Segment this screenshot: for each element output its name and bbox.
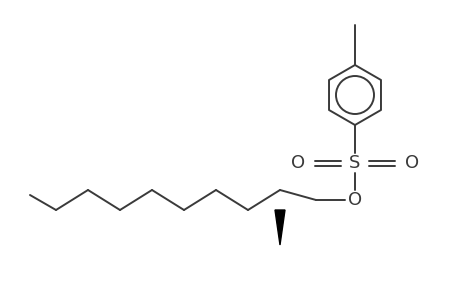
Text: O: O bbox=[347, 191, 361, 209]
Polygon shape bbox=[274, 210, 285, 245]
Text: S: S bbox=[348, 154, 360, 172]
Text: O: O bbox=[290, 154, 304, 172]
Text: O: O bbox=[404, 154, 418, 172]
